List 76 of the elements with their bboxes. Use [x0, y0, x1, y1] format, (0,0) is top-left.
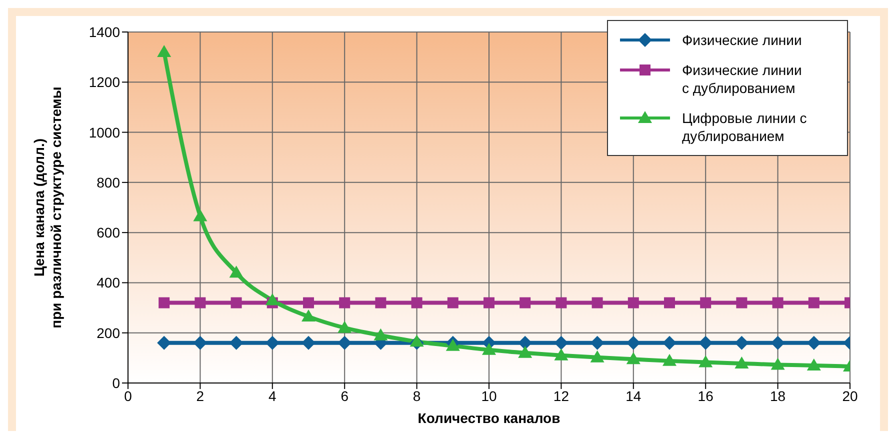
point: [229, 266, 244, 278]
x-tick-label: 12: [553, 388, 570, 404]
point: [158, 297, 170, 308]
x-tick-label: 10: [481, 388, 497, 404]
x-tick-label: 8: [412, 388, 421, 404]
point: [302, 310, 316, 322]
point: [411, 297, 422, 308]
x-tick-label: 0: [124, 388, 132, 404]
point: [374, 328, 388, 340]
point: [592, 297, 603, 308]
point: [770, 336, 785, 350]
point: [662, 354, 676, 366]
x-tick-label: 2: [196, 388, 204, 404]
point: [157, 45, 172, 58]
point: [554, 336, 568, 350]
point: [265, 293, 280, 306]
point: [265, 336, 280, 350]
y-tick-label: 0: [112, 374, 120, 391]
y-tick-label: 400: [96, 274, 120, 291]
point: [338, 336, 352, 350]
y-tick-label: 1200: [88, 74, 120, 90]
point: [518, 346, 532, 358]
y-tick-label: 200: [96, 324, 120, 341]
legend-label: Физические линии: [682, 31, 802, 49]
x-tick-label: 4: [268, 388, 276, 404]
point: [698, 336, 713, 350]
point: [806, 336, 821, 350]
y-axis-title: Цена канала (долл.) при различной структуре системы: [31, 86, 64, 328]
point: [806, 358, 821, 370]
point: [339, 297, 350, 308]
x-tick-label: 16: [698, 388, 714, 404]
x-tick-label: 14: [626, 388, 642, 404]
x-tick-label: 20: [842, 388, 858, 404]
point: [230, 297, 242, 308]
point: [193, 209, 208, 222]
y-tick-label: 800: [96, 174, 120, 190]
point: [626, 352, 640, 364]
point: [590, 350, 604, 362]
point: [520, 297, 531, 308]
point: [736, 297, 748, 308]
point: [554, 348, 568, 360]
point: [193, 336, 208, 350]
point: [770, 358, 785, 370]
point: [628, 297, 639, 308]
point: [229, 336, 244, 350]
y-tick-label: 600: [96, 224, 120, 241]
legend-label: Физические линии с дублированием: [682, 61, 803, 97]
point: [375, 297, 386, 308]
point: [157, 336, 172, 350]
y-tick-label: 1400: [88, 24, 120, 40]
point: [410, 334, 424, 347]
point: [482, 342, 496, 355]
point: [772, 297, 784, 308]
point: [556, 297, 567, 308]
y-tick-label: 1000: [88, 124, 120, 140]
point: [590, 336, 604, 350]
point: [518, 336, 532, 350]
point: [303, 297, 314, 308]
point: [808, 297, 820, 308]
point: [447, 297, 458, 308]
point: [194, 297, 206, 308]
point: [338, 320, 352, 333]
point: [734, 336, 749, 350]
point: [698, 355, 713, 368]
point: [700, 297, 712, 308]
point: [734, 356, 749, 368]
point: [484, 297, 494, 308]
x-tick-label: 18: [770, 388, 786, 404]
point: [626, 336, 640, 350]
legend-label: Цифровые линии с дублированием: [682, 109, 808, 145]
point: [302, 336, 316, 350]
point: [446, 338, 460, 351]
x-tick-label: 6: [340, 388, 349, 404]
point: [662, 336, 676, 350]
point: [664, 297, 675, 308]
x-axis-title: Количество каналов: [418, 410, 561, 426]
